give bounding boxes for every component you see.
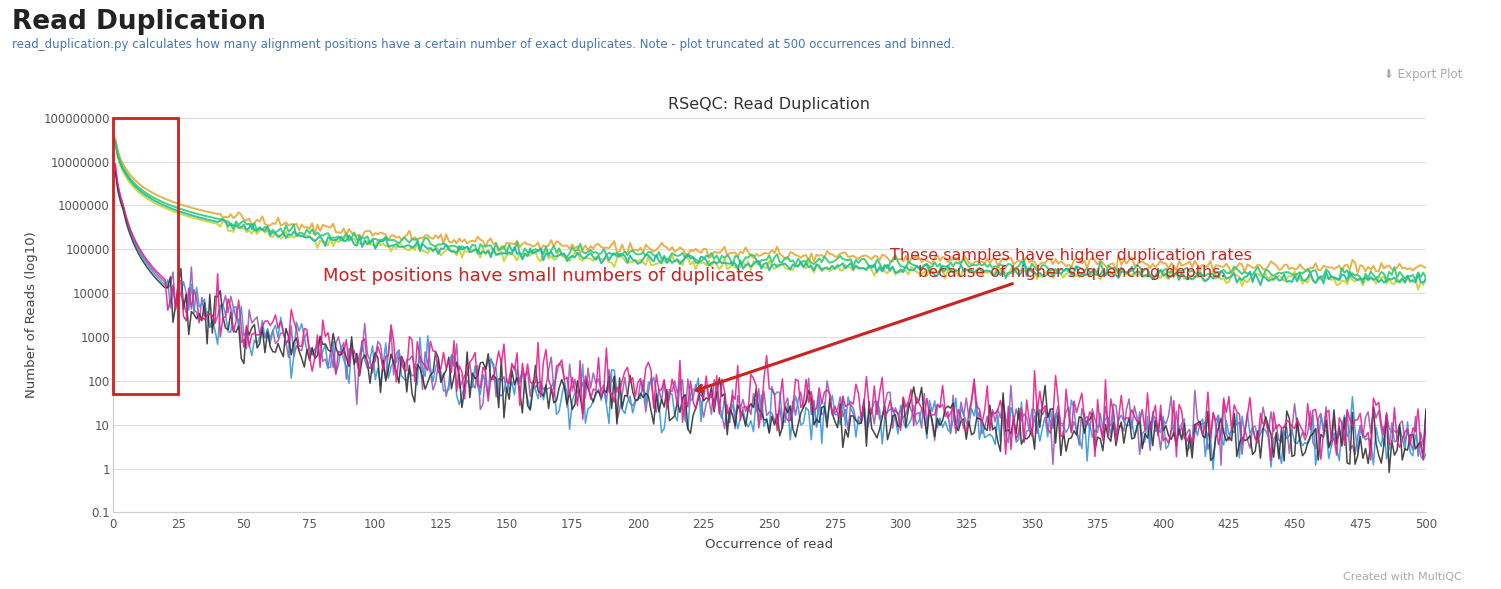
Text: Most positions have small numbers of duplicates: Most positions have small numbers of dup… [323, 267, 764, 284]
Text: read_duplication.py calculates how many alignment positions have a certain numbe: read_duplication.py calculates how many … [12, 38, 955, 51]
Text: These samples have higher duplication rates
because of higher sequencing depths.: These samples have higher duplication ra… [696, 247, 1252, 391]
Title: RSeQC: Read Duplication: RSeQC: Read Duplication [668, 97, 871, 112]
X-axis label: Occurrence of read: Occurrence of read [705, 538, 833, 551]
Text: ⬇ Export Plot: ⬇ Export Plot [1384, 68, 1462, 81]
Text: Created with MultiQC: Created with MultiQC [1343, 572, 1462, 582]
Bar [113, 118, 179, 394]
Text: Read Duplication: Read Duplication [12, 9, 266, 35]
Y-axis label: Number of Reads (log10): Number of Reads (log10) [24, 231, 38, 399]
